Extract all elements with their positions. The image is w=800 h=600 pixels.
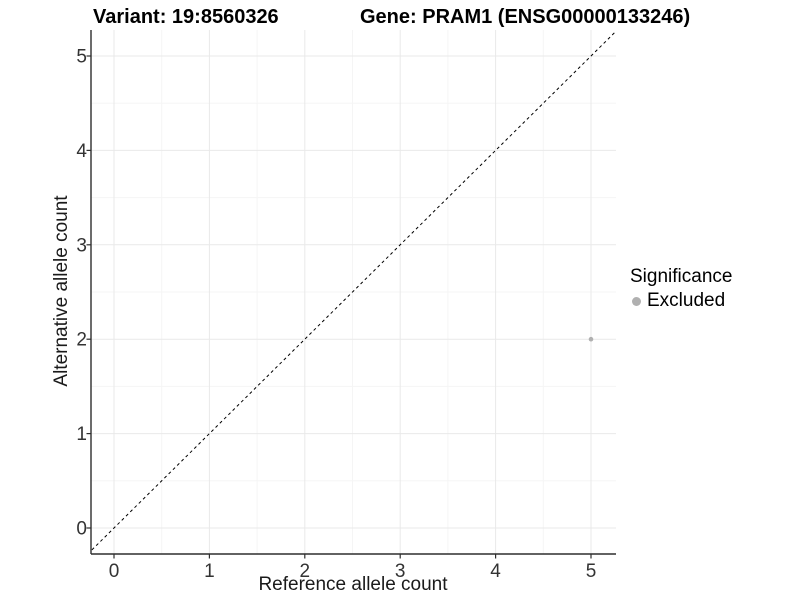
x-tick-label: 1: [204, 561, 215, 582]
y-tick-label: 0: [76, 519, 87, 540]
y-tick-label: 4: [76, 141, 87, 162]
x-tick-label: 4: [490, 561, 501, 582]
data-point: [588, 336, 594, 342]
legend-title: Significance: [630, 266, 733, 287]
y-tick-label: 1: [76, 424, 87, 445]
legend-item-excluded: Excluded: [630, 290, 732, 312]
y-tick-label: 5: [76, 47, 87, 68]
legend-point-icon: [632, 296, 641, 306]
data-points: [588, 336, 594, 342]
grid-minor: [91, 30, 616, 554]
x-tick-label: 5: [586, 561, 597, 582]
y-tick-label: 2: [76, 330, 87, 351]
tick-marks: [86, 55, 592, 559]
plot-title-gene: Gene: PRAM1 (ENSG00000133246): [360, 6, 691, 28]
x-axis-title: Reference allele count: [258, 574, 448, 595]
y-tick-label: 3: [76, 235, 87, 256]
x-tick-label: 2: [300, 561, 311, 582]
grid-major: [91, 30, 616, 554]
axis-lines: [90, 30, 616, 555]
x-tick-label: 3: [395, 561, 406, 582]
legend-item-label: Excluded: [647, 290, 726, 311]
identity-line: [91, 30, 616, 552]
plot-title-variant: Variant: 19:8560326: [93, 6, 279, 28]
legend: Significance Excluded: [630, 266, 732, 312]
y-axis-title: Alternative allele count: [51, 195, 72, 387]
x-tick-label: 0: [109, 561, 120, 582]
